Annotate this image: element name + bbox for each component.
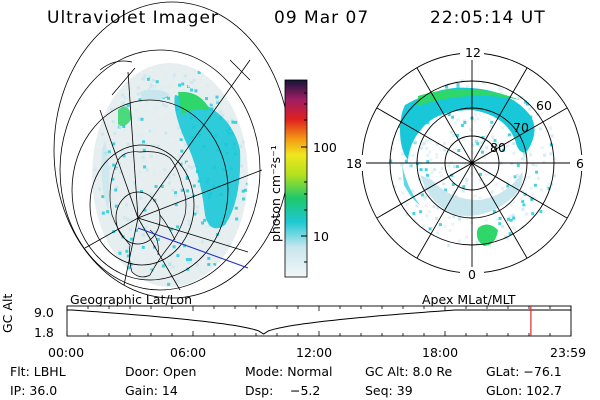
status-ip: IP: 36.0	[10, 383, 58, 398]
status-glon: GLon: 102.7	[486, 383, 562, 398]
polar-image	[362, 53, 582, 273]
apex-label: Apex MLat/MLT	[422, 292, 516, 307]
timeline-ytick-min: 1.8	[34, 325, 54, 340]
instrument-title: Ultraviolet Imager	[47, 8, 219, 28]
timeline-xtick-2: 12:00	[296, 345, 333, 360]
colorbar-tick-100: 100	[313, 140, 337, 155]
aurora-oval-nightside	[420, 172, 523, 216]
status-filter: Flt: LBHL	[10, 364, 66, 379]
date-label: 09 Mar 07	[274, 8, 370, 28]
geo-coastline	[109, 151, 187, 278]
time-label: 22:05:14 UT	[430, 8, 546, 28]
mlt-label-18: 18	[346, 156, 362, 171]
status-glat: GLat: −76.1	[486, 364, 562, 379]
timeline-xtick-0: 00:00	[48, 345, 85, 360]
aurora-bright-patch	[178, 91, 210, 115]
timeline-ytick-max: 9.0	[34, 305, 54, 320]
status-dsp-value: −5.2	[290, 383, 321, 398]
coastline-track	[137, 227, 249, 269]
colorbar-unit-label: photon cm⁻²s⁻¹	[268, 145, 283, 242]
colorbar	[284, 79, 308, 278]
mlt-label-0: 0	[468, 267, 476, 282]
status-gc-alt: GC Alt: 8.0 Re	[365, 364, 453, 379]
aurora-arc-dawn	[174, 95, 241, 229]
colorbar-tick-10: 10	[313, 229, 329, 244]
mlt-label-6: 6	[576, 156, 584, 171]
timeline-xtick-3: 18:00	[422, 345, 459, 360]
status-seq: Seq: 39	[365, 383, 413, 398]
status-mode: Mode: Normal	[245, 364, 333, 379]
timeline-plot	[66, 305, 572, 337]
geographic-label: Geographic Lat/Lon	[70, 292, 192, 307]
aurora-bright-spot	[476, 224, 498, 246]
timeline-xtick-4: 23:59	[550, 345, 587, 360]
timeline-ylabel: GC Alt	[0, 293, 15, 333]
lat-label-80: 80	[490, 140, 506, 155]
mlt-label-12: 12	[465, 45, 481, 60]
lat-label-60: 60	[536, 98, 552, 113]
altitude-curve	[67, 309, 571, 335]
status-gain: Gain: 14	[125, 383, 178, 398]
timeline-xtick-1: 06:00	[170, 345, 207, 360]
aurora-oval-dayside	[400, 87, 535, 160]
status-door: Door: Open	[125, 364, 197, 379]
lat-label-70: 70	[513, 120, 529, 135]
status-dsp-label: Dsp:	[245, 383, 274, 398]
geo-grid	[53, 1, 291, 299]
aurora-oval-bright	[418, 88, 520, 106]
